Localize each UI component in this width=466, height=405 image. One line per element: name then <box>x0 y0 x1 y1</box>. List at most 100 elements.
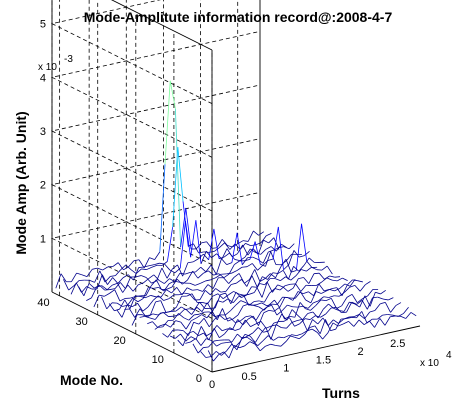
surface-segment <box>296 224 301 271</box>
surface-segment <box>196 315 201 318</box>
surface-segment <box>189 309 194 310</box>
surface-segment <box>79 287 84 296</box>
surface-segment <box>364 321 369 325</box>
surface-segment <box>147 267 152 269</box>
surface-segment <box>249 292 254 294</box>
surface-segment <box>132 303 137 306</box>
surface-segment <box>269 238 274 243</box>
surface-segment <box>253 231 258 235</box>
surface-segment <box>224 253 229 257</box>
surface-segment <box>355 285 360 291</box>
surface-segment <box>314 273 319 274</box>
surface-segment <box>184 293 189 294</box>
surface-segment <box>173 147 178 227</box>
surface-segment <box>222 329 227 331</box>
surface-segment <box>103 267 108 270</box>
surface-segment <box>280 297 285 307</box>
surface-segment <box>232 233 237 263</box>
surface-segment <box>229 277 234 283</box>
surface-segment <box>337 278 342 281</box>
surface-segment <box>253 257 258 259</box>
surface-segment <box>167 269 172 278</box>
surface-segment <box>254 301 259 302</box>
surface-segment <box>268 336 273 341</box>
surface-segment <box>170 336 175 338</box>
surface-segment <box>220 315 225 319</box>
surface-segment <box>193 344 198 353</box>
surface-segment <box>318 318 323 324</box>
surface-segment <box>216 288 221 292</box>
surface-segment <box>294 337 299 339</box>
surface-segment <box>224 274 229 278</box>
surface-segment <box>201 351 206 357</box>
surface-segment <box>275 289 280 291</box>
surface-segment <box>279 337 284 338</box>
surface-segment <box>187 288 192 291</box>
y-axis-label: Mode No. <box>60 372 123 388</box>
surface-segment <box>170 321 175 328</box>
surface-segment <box>218 301 223 303</box>
surface-segment <box>367 298 372 310</box>
surface-segment <box>261 249 266 254</box>
surface-segment <box>292 321 297 323</box>
surface-segment <box>354 320 359 326</box>
surface-segment <box>113 263 118 267</box>
surface-segment <box>141 269 146 270</box>
surface-segment <box>141 276 146 278</box>
surface-segment <box>152 322 157 328</box>
surface-segment <box>369 321 374 327</box>
surface-segment <box>186 321 191 329</box>
surface-segment <box>239 346 244 348</box>
surface-segment <box>82 275 87 277</box>
surface-segment <box>368 289 373 295</box>
surface-segment <box>284 247 289 249</box>
surface-segment <box>165 81 170 164</box>
surface-segment <box>250 269 255 279</box>
surface-segment <box>259 301 264 302</box>
surface-segment <box>214 328 219 337</box>
surface-segment <box>291 335 296 336</box>
surface-segment <box>316 291 321 293</box>
surface-segment <box>411 312 416 315</box>
surface-segment <box>256 312 261 321</box>
surface-segment <box>135 296 140 297</box>
surface-segment <box>99 295 104 296</box>
surface-segment <box>343 321 348 324</box>
surface-segment <box>175 273 180 281</box>
surface-segment <box>385 317 390 326</box>
surface-segment <box>151 295 156 296</box>
surface-segment <box>95 271 100 283</box>
surface-segment <box>396 303 401 306</box>
surface-segment <box>238 306 243 315</box>
surface-segment <box>160 164 165 252</box>
surface-segment <box>278 285 283 287</box>
surface-segment <box>204 318 209 327</box>
z-axis-label: Mode Amp (Arb. Unit) <box>13 111 29 254</box>
surface-segment <box>109 304 114 311</box>
surface-segment <box>291 276 296 280</box>
surface-segment <box>143 279 148 283</box>
surface-segment <box>225 311 230 315</box>
surface-segment <box>208 271 213 275</box>
z-gridline <box>52 85 260 211</box>
surface-segment <box>347 302 352 312</box>
surface-segment <box>248 231 253 241</box>
surface-segment <box>268 259 273 260</box>
surface-segment <box>120 282 125 288</box>
surface-segment <box>147 322 152 324</box>
surface-segment <box>235 329 240 331</box>
surface-segment <box>263 240 268 243</box>
surface-segment <box>89 283 94 288</box>
surface-segment <box>118 263 123 270</box>
surface-segment <box>273 227 278 259</box>
surface-segment <box>257 277 262 287</box>
surface-segment <box>311 291 316 302</box>
z-tick-label: 3 <box>40 126 46 138</box>
surface-segment <box>275 279 280 281</box>
surface-segment <box>245 243 250 245</box>
surface-segment <box>176 307 181 311</box>
surface-segment <box>347 294 352 297</box>
surface-segment <box>301 269 306 271</box>
surface-segment <box>149 275 154 279</box>
surface-segment <box>94 295 99 307</box>
